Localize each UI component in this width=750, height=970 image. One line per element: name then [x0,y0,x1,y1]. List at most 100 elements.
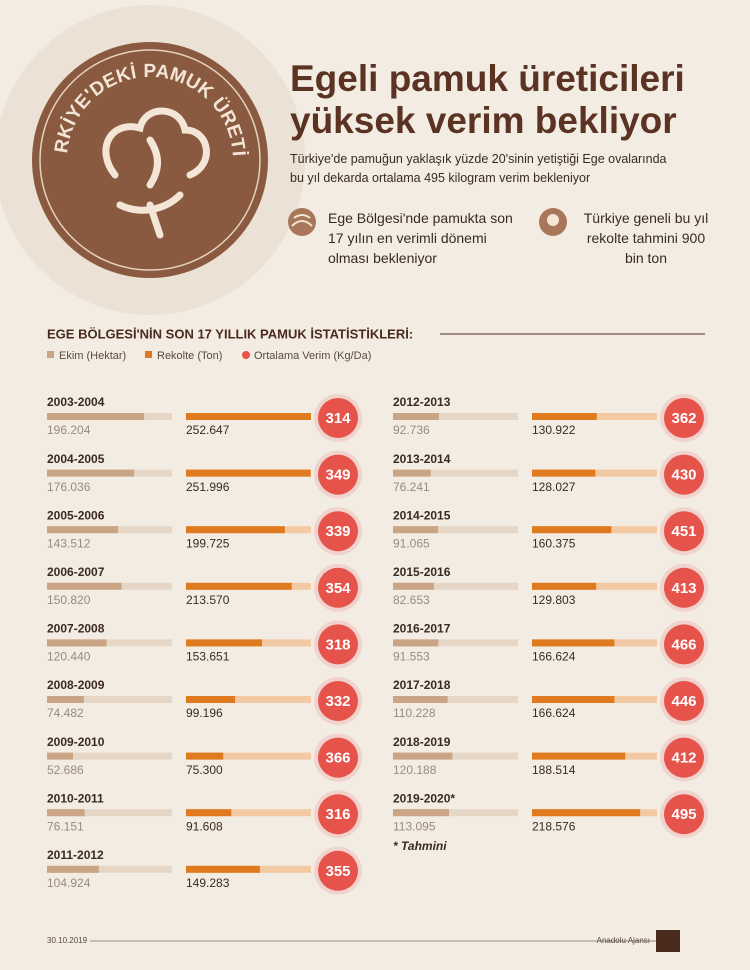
value-label: 120.188 [393,763,437,777]
verim-marker [664,794,704,835]
verim-marker [664,511,704,552]
legend-label: Ortalama Verim (Kg/Da) [254,350,371,362]
bar [532,413,597,420]
verim-marker [318,794,358,835]
verim-marker [318,567,358,608]
field-glyph [291,214,313,227]
footer-source: Anadolu Ajansı [597,936,650,945]
title: Egeli pamuk üreticileri yüksek verim bek… [290,58,685,141]
bar [393,469,431,477]
category-label: 2018-2019 [393,735,451,749]
value-label: 218.576 [532,819,576,833]
legend-label: Rekolte (Ton) [157,350,222,362]
legend-swatch [145,351,152,358]
bar [47,469,135,477]
bar [186,582,292,590]
verim-label: 316 [325,806,350,823]
verim-marker [664,454,704,495]
category-label: 2003-2004 [47,395,105,409]
bar [393,413,439,420]
bar-track [186,809,311,817]
verim-label: 495 [671,806,696,823]
bar-track [186,752,311,760]
verim-label: 314 [325,410,351,427]
verim-label: 451 [671,523,696,540]
bar-track [393,526,518,534]
category-label: 2017-2018 [393,678,451,692]
bar-track [186,696,311,703]
bar-track [47,639,172,647]
verim-marker [664,624,704,665]
value-label: 188.514 [532,763,576,777]
bar [186,752,224,760]
verim-marker [318,624,358,665]
logo [656,930,680,952]
verim-marker [664,398,704,438]
verim-marker [664,737,704,778]
value-label: 166.624 [532,650,576,664]
verim-label: 332 [325,693,350,710]
bar-track [393,639,518,647]
footnote: * Tahmini [393,839,447,853]
verim-label: 366 [325,750,350,767]
badge [32,42,268,278]
bar [532,639,615,647]
verim-marker [318,850,358,891]
category-label: 2004-2005 [47,452,105,466]
category-label: 2006-2007 [47,565,105,579]
value-label: 130.922 [532,423,576,437]
value-label: 74.482 [47,706,84,720]
value-label: 196.204 [47,423,91,437]
bar [186,469,311,477]
value-label: 99.196 [186,706,223,720]
verim-label: 349 [325,467,350,484]
bar [393,582,434,590]
bar [186,526,285,534]
value-label: 150.820 [47,593,91,607]
bar [393,696,448,703]
value-label: 76.241 [393,480,430,494]
verim-label: 339 [325,523,350,540]
chart-title: EGE BÖLGESİ'NİN SON 17 YILLIK PAMUK İSTA… [47,326,413,341]
category-label: 2005-2006 [47,508,105,522]
bar-track [393,696,518,703]
bar [47,696,84,703]
value-label: 199.725 [186,536,230,550]
bar-track [393,582,518,590]
value-label: 129.803 [532,593,576,607]
bar-track [47,809,172,817]
bar [186,696,236,703]
category-label: 2019-2020* [393,791,455,805]
bar [393,526,439,534]
value-label: 104.924 [47,876,91,890]
bar [47,865,99,873]
value-label: 91.553 [393,650,430,664]
verim-marker [318,398,358,438]
legend-swatch [47,351,54,358]
value-label: 213.570 [186,593,230,607]
bar [393,752,453,760]
footer-date: 30.10.2019 [47,936,88,945]
cotton-icon [102,107,210,239]
value-label: 149.283 [186,876,230,890]
verim-marker [664,681,704,721]
bar-track [393,469,518,477]
bar [532,752,626,760]
category-label: 2014-2015 [393,508,451,522]
bar-track [47,696,172,703]
verim-label: 413 [671,580,696,597]
fact: Türkiye geneli bu yıl rekolte tahmini 90… [583,210,709,266]
bar-track [47,752,172,760]
bar [186,413,311,420]
category-label: 2007-2008 [47,622,105,636]
legend-label: Ekim (Hektar) [59,350,126,362]
verim-label: 412 [671,750,696,767]
verim-label: 430 [671,467,696,484]
category-label: 2016-2017 [393,622,451,636]
verim-marker [318,454,358,495]
bar [532,582,597,590]
verim-label: 466 [671,636,696,653]
value-label: 160.375 [532,536,576,550]
category-label: 2009-2010 [47,735,105,749]
category-label: 2008-2009 [47,678,105,692]
